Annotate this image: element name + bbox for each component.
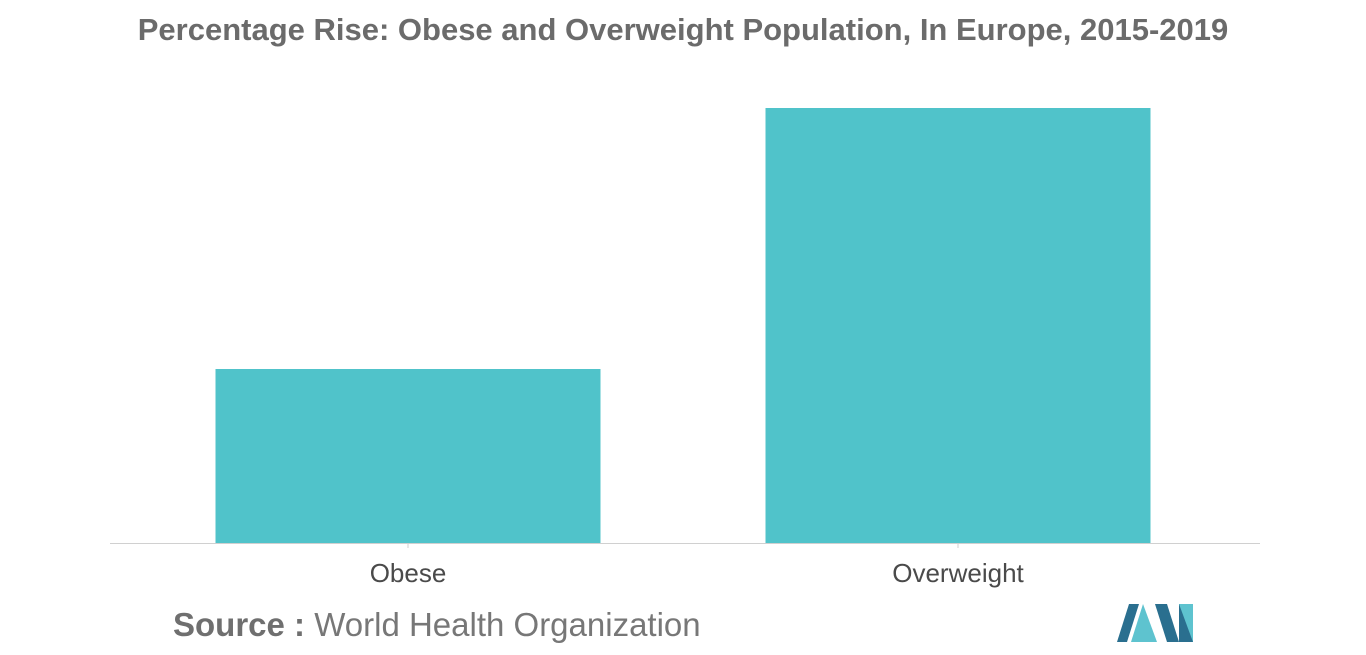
- x-tick-label-overweight: Overweight: [892, 558, 1024, 588]
- x-tick-label-obese: Obese: [370, 558, 447, 588]
- source-label: Source :: [173, 606, 306, 643]
- bar-obese: [215, 369, 601, 543]
- source-text: World Health Organization: [314, 606, 701, 643]
- bar-overweight: [765, 108, 1151, 543]
- mordor-logo-icon: [1117, 604, 1193, 642]
- chart-title: Percentage Rise: Obese and Overweight Po…: [137, 12, 1229, 47]
- source-note: Source : World Health Organization: [173, 606, 701, 644]
- bar-chart: Obese Overweight: [110, 108, 1260, 588]
